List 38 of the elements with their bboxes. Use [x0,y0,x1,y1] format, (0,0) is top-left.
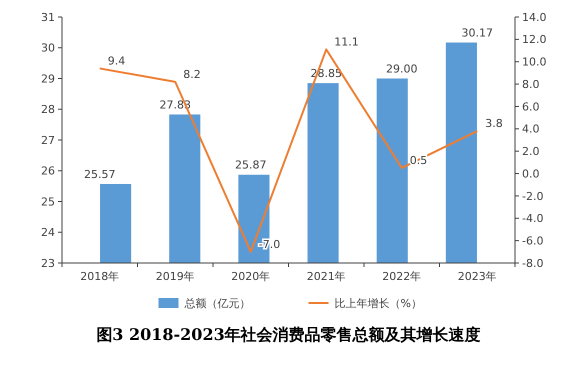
y2-tick-label: -8.0 [522,256,544,270]
y2-tick-label: 12.0 [522,33,546,46]
y-tick-label: 31 [41,10,55,24]
x-tick-label: 2018年 [80,270,120,283]
y-tick-label: 27 [41,134,55,147]
y2-tick-label: 6.0 [522,100,540,114]
y2-tick-label: -6.0 [522,234,544,248]
data-label: 30.17 [462,26,493,40]
x-tick-label: 2019年 [156,270,195,283]
y2-tick-label: 8.0 [522,78,540,91]
y-tick-label: 29 [41,72,55,86]
y2-tick-label: 4.0 [522,122,540,136]
data-label: 25.87 [235,158,266,172]
x-tick-label: 2020年 [231,270,270,283]
x-tick-label: 2022年 [382,270,422,283]
data-label: 29.00 [386,62,418,76]
y2-tick-label: 10.0 [522,56,546,69]
data-label: 8.2 [183,68,201,81]
y2-tick-label: 2.0 [522,145,540,158]
y2-tick-label: -2.0 [522,190,544,203]
y-tick-label: 26 [41,164,55,178]
y-tick-label: 23 [41,256,55,270]
data-label: 3.8 [485,117,503,130]
y-tick-label: 24 [41,226,55,240]
x-tick-label: 2021年 [306,270,346,283]
y-tick-label: 25 [41,195,55,208]
text: 图3 2018-2023年社会消费品零售总额及其增长速度 [96,325,481,344]
y2-tick-label: -4.0 [522,212,544,226]
legend-label: 总额（亿元） [184,296,250,310]
y-tick-label: 28 [41,103,55,116]
y-tick-label: 30 [41,42,55,55]
x-tick-label: 2023年 [458,270,497,283]
y2-tick-label: 0.0 [522,167,540,180]
data-label: 25.57 [84,168,116,181]
data-label: 9.4 [108,54,126,68]
y2-tick-label: 14.0 [522,10,546,24]
data-label: 11.1 [334,35,359,48]
legend-label: 比上年增长（%） [334,296,422,310]
